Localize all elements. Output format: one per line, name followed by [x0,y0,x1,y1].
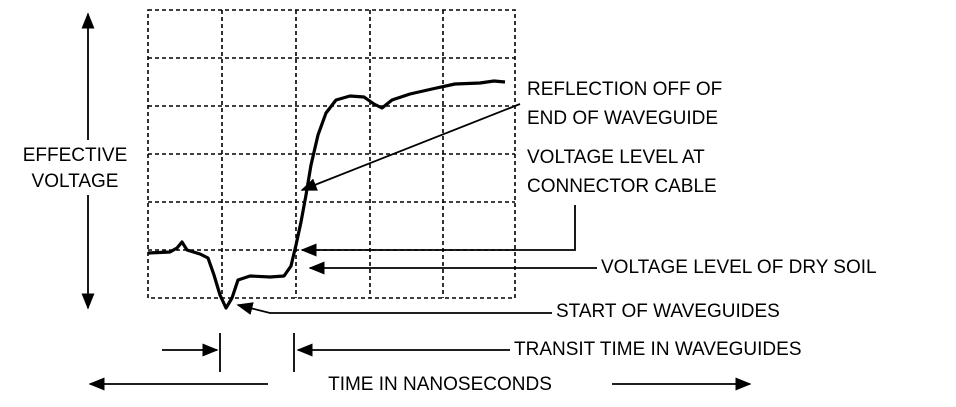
label: TIME IN NANOSECONDS [328,374,552,395]
label: CONNECTOR CABLE [527,176,717,197]
label: END OF WAVEGUIDE [527,108,718,129]
label: REFLECTION OFF OF [527,79,722,100]
arrow [236,302,552,315]
label: TRANSIT TIME IN WAVEGUIDES [514,339,802,360]
label: EFFECTIVE [23,145,128,166]
label: START OF WAVEGUIDES [556,301,780,322]
waveform [147,79,506,310]
label: VOLTAGE LEVEL OF DRY SOIL [601,257,877,278]
arrow [300,103,521,191]
label: VOLTAGE LEVEL AT [527,147,705,168]
label: VOLTAGE [32,171,119,192]
arrow [300,205,576,257]
